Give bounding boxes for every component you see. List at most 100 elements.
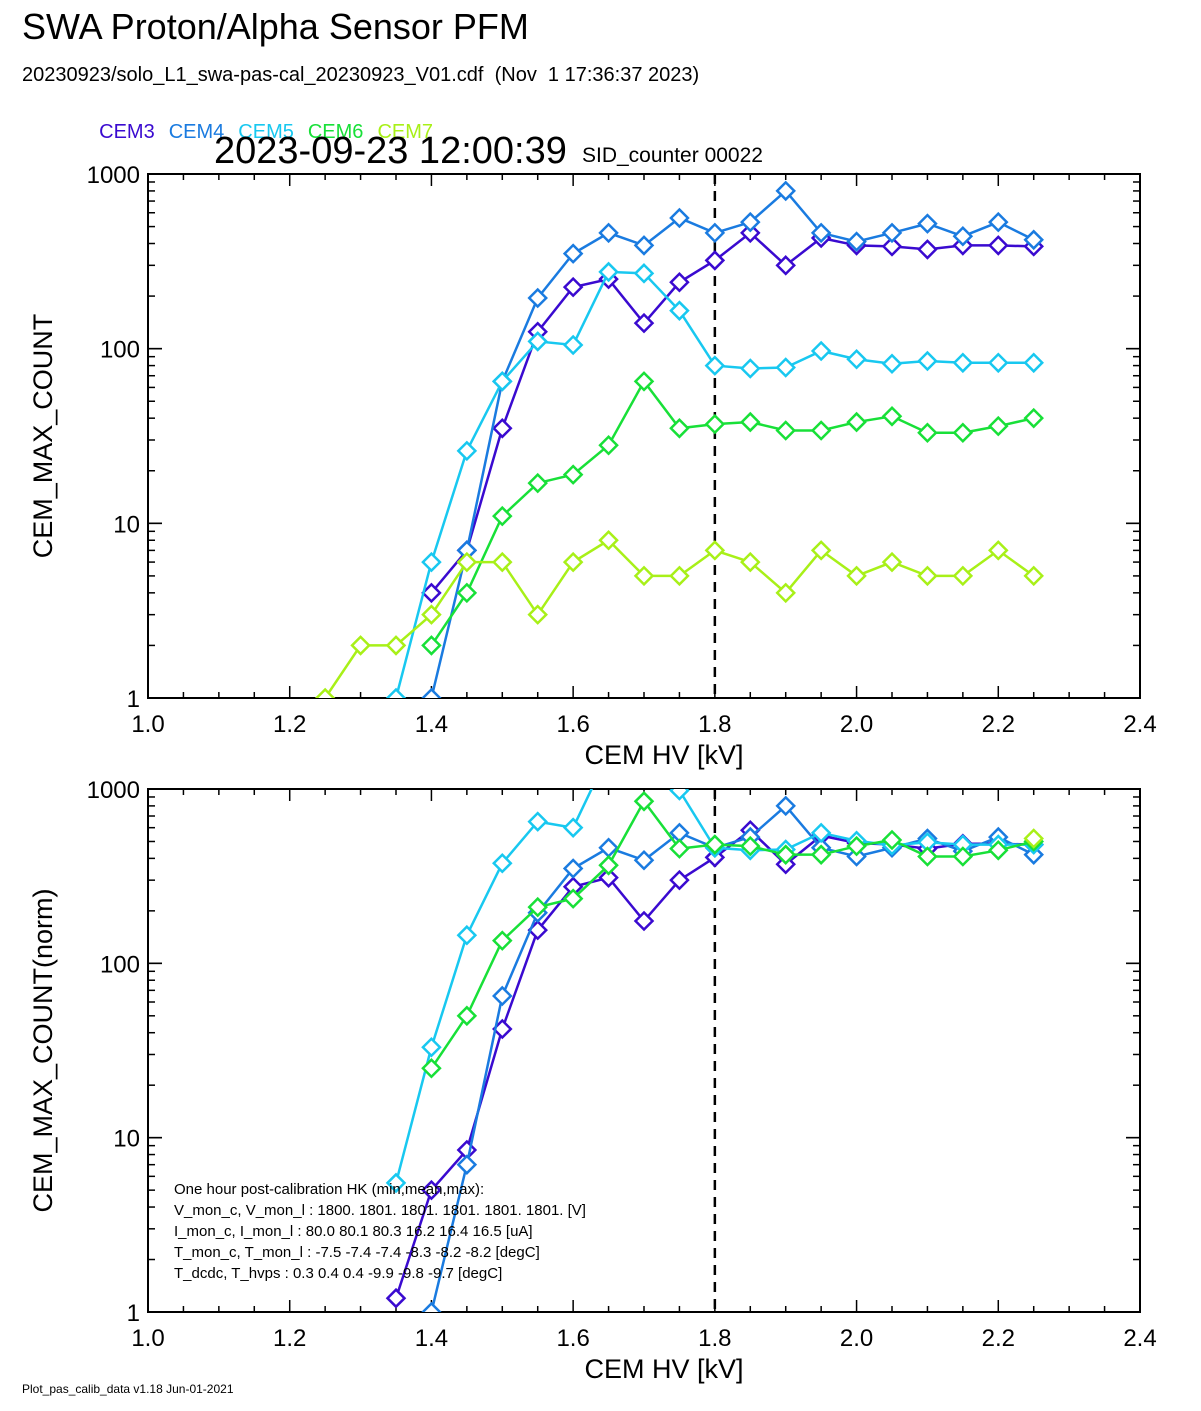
data-point-cem3 <box>385 1287 407 1309</box>
y-tick-label: 10 <box>113 511 140 538</box>
x-tick-label: 2.0 <box>840 711 873 738</box>
chart-max-count-norm: 1.0 1.2 1.4 1.6 1.8 2.0 2.2 2.4 CEM HV [kV] 1 10 10… <box>28 777 1157 1384</box>
data-point-cem4 <box>527 287 548 309</box>
legend-entry-cem3: CEM3 <box>99 121 155 143</box>
data-point-cem5 <box>421 551 442 573</box>
data-point-cem3 <box>633 312 655 334</box>
data-point-cem5 <box>775 357 796 378</box>
data-point-cem6 <box>527 896 548 918</box>
x-tick-label: 1.0 <box>131 711 164 738</box>
series-line-cem6 <box>430 379 1034 647</box>
data-point-cem5 <box>704 355 726 376</box>
data-point-cem5 <box>385 1172 407 1194</box>
data-point-cem4 <box>881 222 903 244</box>
data-point-cem3 <box>988 235 1009 256</box>
data-point-cem4 <box>917 213 938 234</box>
data-point-cem7 <box>527 604 548 625</box>
data-point-cem5 <box>669 300 690 321</box>
hk-line: V_mon_c, V_mon_l : 1800. 1801. 1801. 180… <box>174 1202 586 1219</box>
data-point-cem4 <box>562 243 584 264</box>
y-axis-label: CEM_MAX_COUNT(norm) <box>28 888 58 1212</box>
x-tick-label: 2.0 <box>840 1325 873 1352</box>
data-point-cem4 <box>562 858 584 879</box>
data-point-cem6 <box>562 464 584 485</box>
legend-entry-cem4: CEM4 <box>168 121 225 143</box>
data-point-cem5 <box>633 263 655 284</box>
data-point-cem5 <box>562 334 584 356</box>
data-point-cem6 <box>1023 407 1044 429</box>
data-point-cem4 <box>421 1301 442 1312</box>
data-point-cem5 <box>846 348 867 370</box>
data-point-cem6 <box>562 888 584 909</box>
data-point-cem6 <box>846 835 867 857</box>
data-point-cem5 <box>740 358 761 379</box>
data-point-cem5 <box>669 789 690 801</box>
data-point-cem7 <box>917 565 938 587</box>
data-point-cem6 <box>669 838 690 859</box>
data-point-cem4 <box>633 235 655 256</box>
data-point-cem7 <box>1023 828 1044 849</box>
data-point-cem7 <box>952 565 974 587</box>
data-point-cem7 <box>775 582 796 604</box>
x-axis-label: CEM HV [kV] <box>584 740 743 770</box>
data-point-cem7 <box>846 565 867 587</box>
data-point-cem3 <box>740 222 761 244</box>
data-point-cem5 <box>810 340 832 362</box>
data-point-cem3 <box>881 236 903 257</box>
hk-line: T_dcdc, T_hvps : 0.3 0.4 0.4 -9.9 -9.8 -… <box>174 1265 502 1282</box>
data-point-cem5 <box>1023 352 1044 374</box>
data-point-cem3 <box>421 582 442 604</box>
data-point-cem4 <box>775 180 796 202</box>
data-point-cem7 <box>633 565 655 587</box>
data-point-cem4 <box>775 795 796 817</box>
data-point-cem7 <box>988 540 1009 561</box>
data-point-cem5 <box>421 1037 442 1058</box>
data-point-cem6 <box>988 840 1009 861</box>
data-point-cem3 <box>421 1179 442 1201</box>
data-point-cem5 <box>952 352 974 374</box>
data-point-cem5 <box>492 852 513 874</box>
data-point-cem6 <box>633 371 655 392</box>
x-tick-label: 1.8 <box>698 1325 731 1352</box>
data-point-cem4 <box>846 231 867 252</box>
data-point-cem4 <box>633 850 655 871</box>
series-line-cem3 <box>430 231 1034 594</box>
data-point-cem3 <box>917 239 938 260</box>
data-point-cem4 <box>810 222 832 244</box>
data-point-cem3 <box>598 867 619 888</box>
data-point-cem4 <box>704 222 726 244</box>
x-tick-label: 2.4 <box>1123 1325 1156 1352</box>
x-axis-label: CEM HV [kV] <box>584 1354 743 1384</box>
x-tick-label: 1.2 <box>273 1325 306 1352</box>
data-point-cem5 <box>917 350 938 372</box>
data-point-cem6 <box>598 855 619 876</box>
hk-line: I_mon_c, I_mon_l : 80.0 80.1 80.3 16.2 1… <box>174 1223 533 1240</box>
data-point-cem3 <box>775 255 796 276</box>
data-point-cem6 <box>527 472 548 494</box>
data-point-cem7 <box>740 551 761 573</box>
data-point-cem6 <box>740 411 761 433</box>
data-point-cem4 <box>988 211 1009 233</box>
data-point-cem6 <box>633 791 655 812</box>
data-point-cem6 <box>740 835 761 857</box>
data-point-cem6 <box>881 406 903 427</box>
data-point-cem5 <box>456 924 478 946</box>
data-point-cem5 <box>988 352 1009 374</box>
data-point-cem6 <box>810 420 832 441</box>
data-point-cem6 <box>988 415 1009 437</box>
data-point-cem6 <box>704 834 726 855</box>
data-point-cem3 <box>492 418 513 439</box>
data-point-cem7 <box>385 635 407 656</box>
data-point-cem7 <box>314 687 336 698</box>
data-point-cem6 <box>881 829 903 851</box>
data-point-cem4 <box>456 1154 478 1175</box>
legend: CEM3 CEM4 CEM5 CEM6 CEM7 <box>88 98 447 144</box>
data-point-cem6 <box>669 418 690 439</box>
data-point-cem6 <box>456 582 478 604</box>
x-tick-label: 2.4 <box>1123 711 1156 738</box>
y-axis-label: CEM_MAX_COUNT <box>28 314 58 559</box>
data-point-cem5 <box>598 261 619 283</box>
legend-entry-cem5: CEM5 <box>238 121 294 143</box>
footer-version: Plot_pas_calib_data v1.18 Jun-01-2021 <box>22 1382 234 1396</box>
series-group <box>314 180 1044 698</box>
